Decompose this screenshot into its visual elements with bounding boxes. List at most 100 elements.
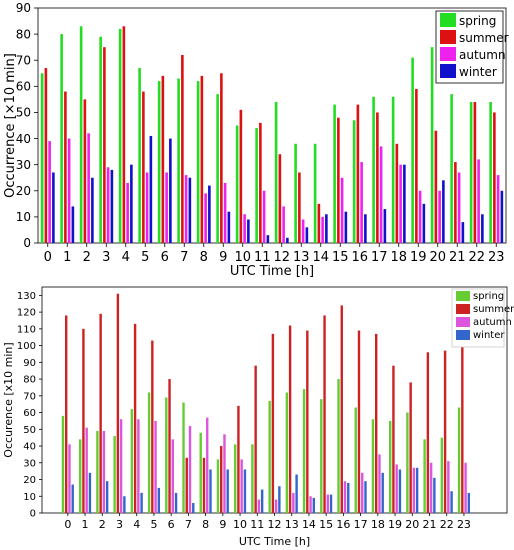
bar-autumn-1 [67, 138, 71, 243]
x-tick-label: 11 [254, 250, 271, 265]
bar-autumn-9 [223, 434, 226, 513]
y-tick-label: 70 [16, 53, 31, 67]
bar-spring-15 [333, 104, 336, 243]
bar-autumn-3 [106, 167, 110, 243]
bar-autumn-15 [326, 494, 329, 513]
x-tick-label: 9 [219, 518, 226, 531]
x-tick-label: 5 [141, 250, 149, 265]
bar-spring-3 [99, 36, 102, 243]
bar-summer-7 [181, 55, 184, 243]
bar-summer-22 [443, 350, 447, 513]
bar-autumn-20 [438, 190, 441, 243]
bar-spring-9 [216, 459, 220, 513]
bar-winter-5 [157, 487, 161, 513]
bar-autumn-20 [412, 467, 416, 513]
bar-summer-0 [44, 68, 48, 243]
y-tick-label: 50 [16, 106, 31, 120]
x-tick-label: 3 [116, 518, 123, 531]
plot-frame [37, 7, 507, 244]
x-tick-label: 19 [410, 250, 427, 265]
bar-summer-9 [220, 446, 223, 513]
bar-spring-2 [96, 430, 99, 513]
bar-autumn-18 [378, 454, 381, 513]
bar-summer-8 [202, 457, 206, 513]
top-chart: 0 1 2 3 4 5 6 7 8 9 10 11 12 13 14 15 16 17 18 19 20 21 22 2301… [3, 1, 509, 279]
x-tick-label: 14 [302, 518, 316, 531]
x-tick-label: 9 [219, 250, 227, 265]
bar-autumn-17 [379, 146, 383, 243]
y-tick-label: 70 [23, 391, 36, 402]
bar-autumn-19 [395, 464, 398, 513]
bar-spring-3 [113, 435, 116, 513]
bar-summer-6 [168, 379, 171, 513]
legend: spring summer autumn winter [451, 288, 514, 348]
y-tick-label: 20 [23, 475, 36, 486]
bar-summer-18 [375, 333, 378, 513]
y-tick-label: 50 [23, 425, 36, 436]
x-axis-title: UTC Time [h] [239, 535, 310, 548]
bar-winter-17 [364, 481, 367, 513]
bar-spring-16 [352, 120, 356, 243]
bar-winter-10 [243, 469, 247, 513]
bar-summer-16 [356, 104, 360, 243]
legend-swatch-autumn [440, 47, 456, 61]
bar-spring-5 [147, 392, 151, 513]
bar-summer-11 [259, 122, 262, 243]
bar-summer-13 [288, 325, 292, 513]
legend-swatch-autumn [456, 317, 470, 327]
bar-winter-14 [312, 497, 316, 513]
x-tick-label: 0 [44, 250, 52, 265]
bar-summer-20 [434, 130, 438, 243]
bar-summer-3 [103, 47, 106, 243]
x-tick-label: 23 [457, 518, 471, 531]
bar-autumn-7 [184, 175, 188, 243]
bar-winter-7 [192, 502, 195, 513]
bar-autumn-21 [429, 462, 433, 513]
bar-summer-13 [298, 172, 301, 243]
bar-autumn-18 [399, 164, 402, 243]
legend-label-spring: spring [473, 291, 504, 302]
y-tick-label: 90 [16, 1, 31, 15]
bar-winter-12 [286, 237, 289, 243]
legend: spring summer autumn winter [435, 10, 509, 84]
bar-autumn-14 [309, 496, 312, 513]
bar-summer-19 [392, 365, 395, 513]
bar-winter-3 [110, 169, 114, 243]
bar-spring-19 [388, 420, 392, 513]
bar-spring-14 [313, 143, 317, 243]
bar-spring-20 [430, 47, 434, 243]
bar-summer-6 [161, 75, 165, 243]
bar-winter-6 [169, 138, 172, 243]
x-tick-label: 12 [273, 250, 290, 265]
bar-summer-17 [376, 112, 379, 243]
bar-autumn-4 [126, 182, 129, 243]
bar-summer-23 [493, 112, 496, 243]
bar-spring-1 [60, 34, 63, 243]
bar-spring-20 [406, 412, 409, 513]
bar-autumn-11 [262, 190, 266, 243]
bar-spring-0 [40, 73, 44, 243]
bar-winter-4 [130, 164, 133, 243]
x-tick-label: 7 [180, 250, 188, 265]
x-tick-label: 2 [99, 518, 106, 531]
y-tick-label: 30 [23, 458, 36, 469]
bar-winter-6 [174, 492, 178, 513]
bar-summer-8 [200, 75, 204, 243]
x-tick-label: 20 [429, 250, 446, 265]
bar-spring-2 [79, 26, 83, 244]
bar-winter-19 [398, 469, 402, 513]
y-tick-label: 10 [23, 492, 36, 503]
bar-spring-17 [372, 96, 375, 243]
bar-summer-16 [340, 305, 343, 513]
bar-autumn-8 [206, 417, 209, 513]
bar-autumn-16 [360, 162, 363, 243]
bar-winter-2 [105, 481, 109, 513]
bar-summer-12 [278, 154, 282, 243]
x-tick-label: 21 [449, 250, 466, 265]
x-tick-label: 3 [102, 250, 110, 265]
bar-spring-18 [391, 96, 395, 243]
bar-winter-2 [91, 177, 94, 243]
legend-label-summer: summer [473, 304, 514, 315]
bar-winter-23 [500, 190, 504, 243]
bar-autumn-12 [282, 206, 285, 243]
